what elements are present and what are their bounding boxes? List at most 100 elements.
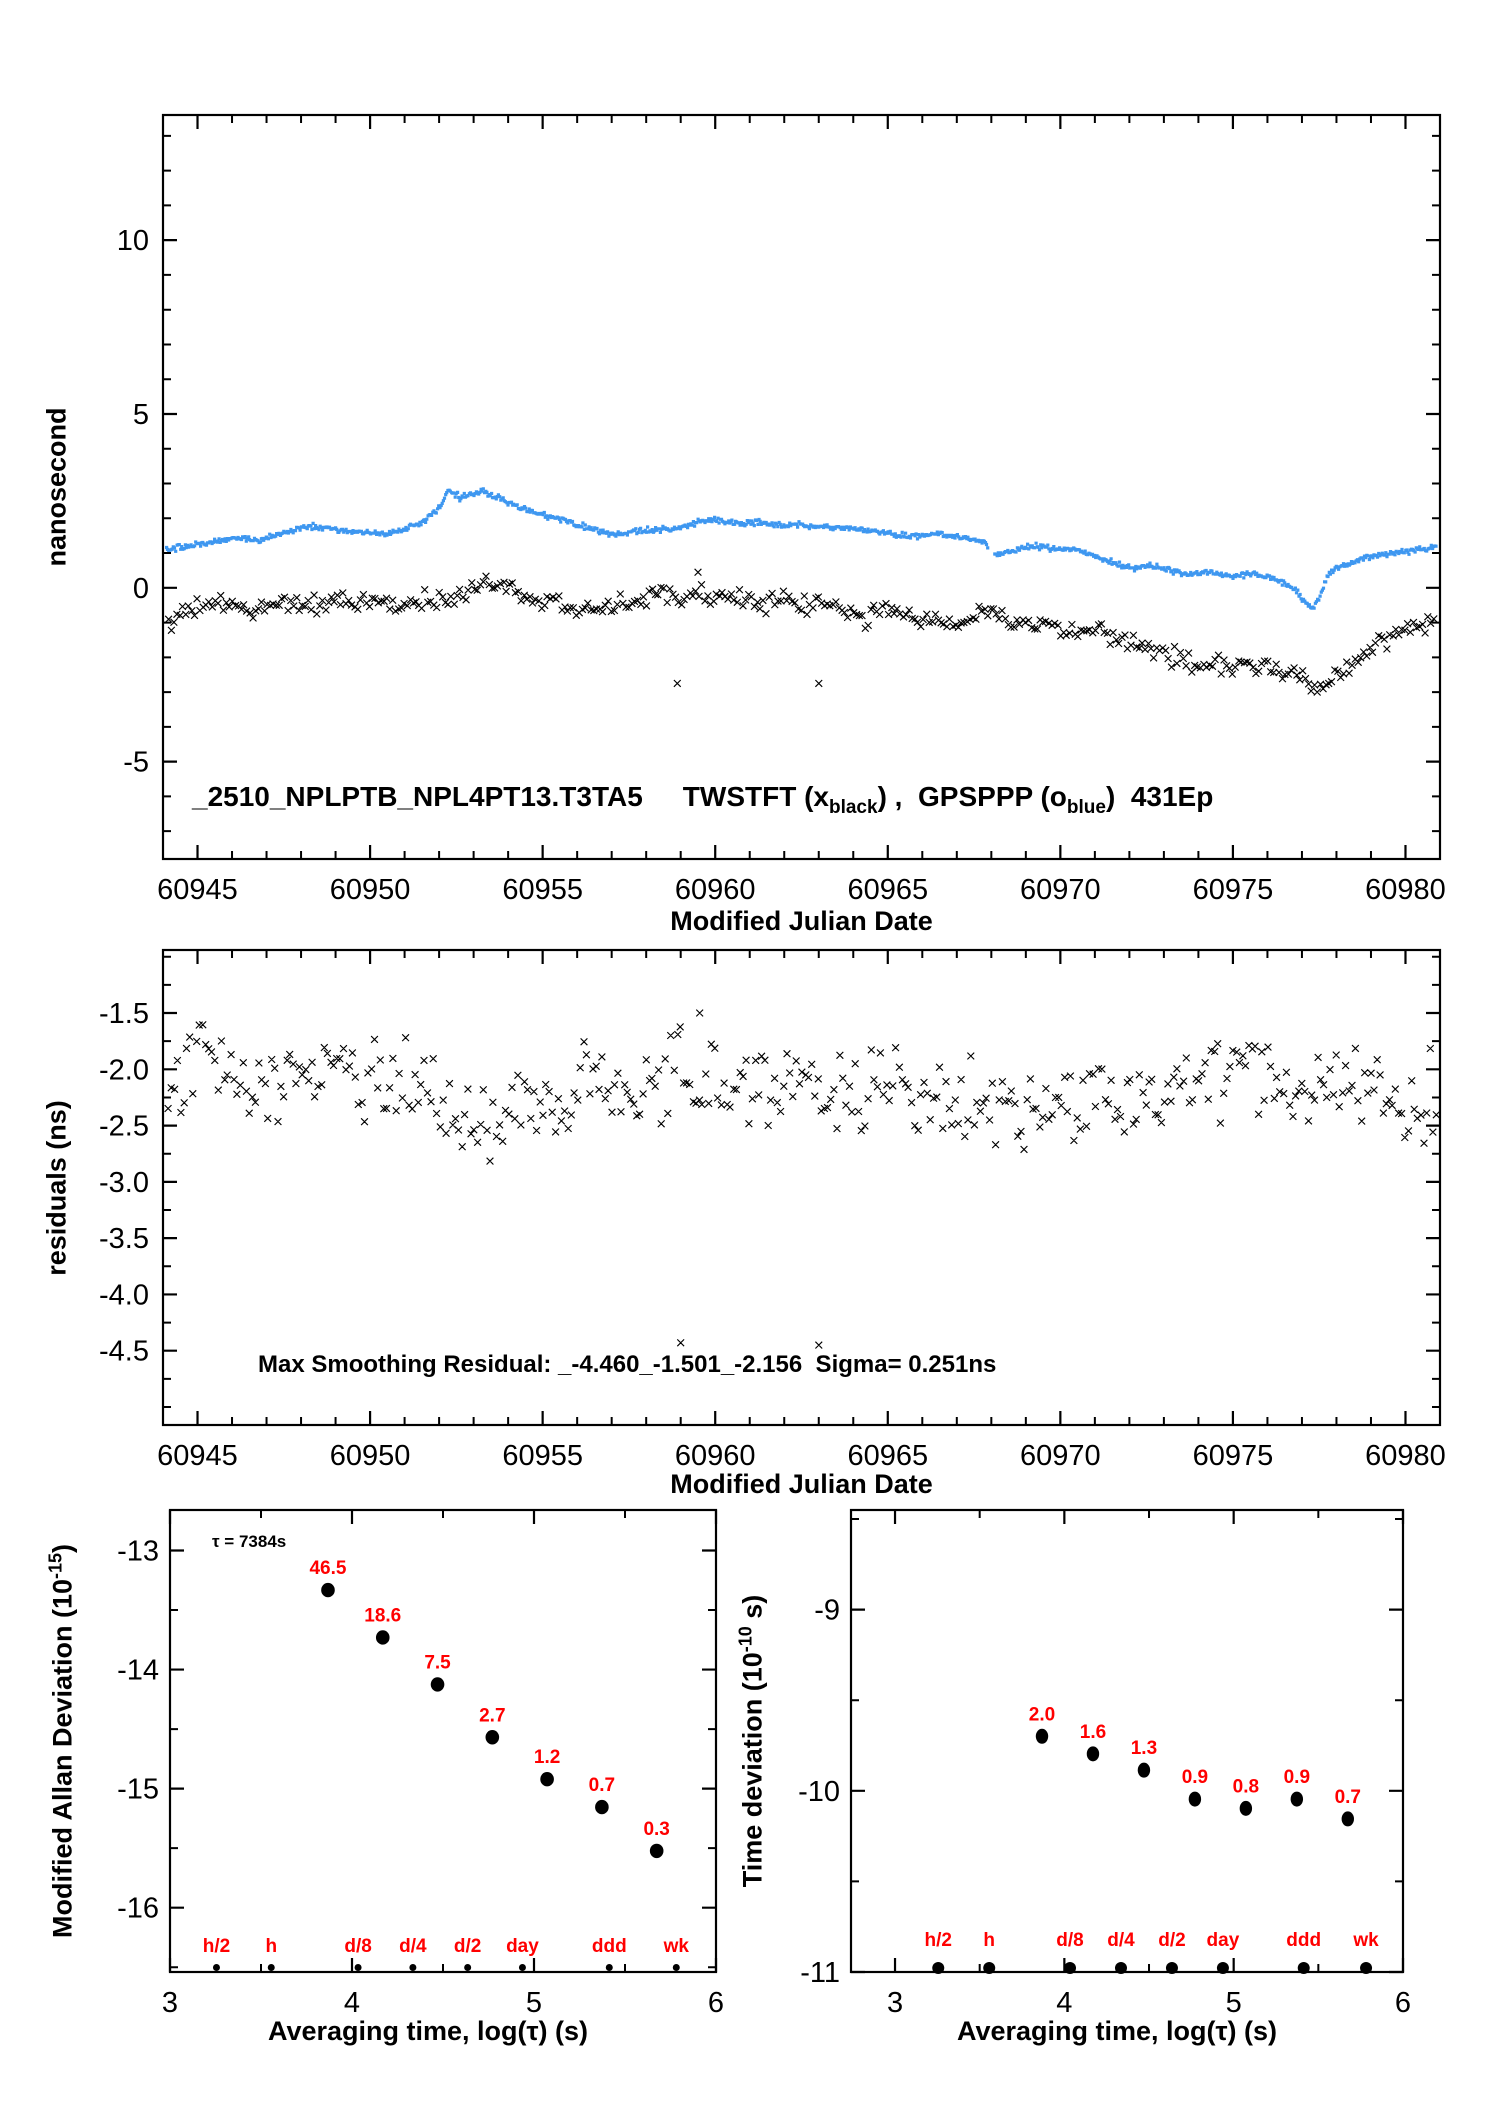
x-tick-label: 60975 (1193, 874, 1274, 906)
tau-marker-dot (1165, 1962, 1178, 1974)
x-tick-label: 60950 (330, 874, 411, 906)
residuals-chart: 60945 60950 60955 60960 60965 60970 60975 60980… (99, 948, 1446, 1472)
tau-marker-dot (932, 1962, 945, 1974)
y-tick-label: -4.5 (99, 1336, 149, 1368)
madev-ylabel-text: Modified Allan Deviation (10 (47, 1578, 78, 1939)
tau-note: τ = 7384s (212, 1532, 287, 1551)
y-tick-label: 5 (133, 399, 149, 431)
y-tick-label: -13 (117, 1535, 159, 1567)
tau-marker-label: d/2 (454, 1936, 481, 1957)
deviation-point (430, 1677, 445, 1692)
deviation-point (595, 1799, 609, 1815)
tdev-chart-xlabel: Averaging time, log(τ) (s) (956, 2016, 1278, 2046)
tau-marker-label: d/2 (1158, 1930, 1185, 1951)
tau-marker-label: h/2 (203, 1936, 230, 1957)
x-tick-label: 4 (1056, 1987, 1072, 2019)
madev-points (321, 1582, 664, 1859)
deviation-value-label: 0.7 (589, 1775, 615, 1796)
x-tick-label: 6 (1395, 1987, 1411, 2019)
tau-marker-dot (983, 1962, 996, 1974)
tau-marker-label: ddd (592, 1936, 627, 1957)
y-tick-label: -16 (117, 1893, 159, 1925)
deviation-value-label: 1.2 (534, 1747, 560, 1768)
x-tick-label: 60955 (502, 874, 583, 906)
deviation-value-label: 7.5 (424, 1652, 451, 1673)
gpsppp-series-markers (165, 487, 1438, 610)
deviation-point (1137, 1762, 1151, 1778)
tau-marker-dot (1360, 1962, 1373, 1974)
deviation-point (1290, 1791, 1304, 1807)
y-tick-label: 10 (117, 225, 149, 257)
major-ticks (851, 1510, 1405, 1974)
x-tick-label: 60980 (1365, 1440, 1446, 1472)
deviation-point (375, 1630, 390, 1645)
tau-marker-label: ddd (1286, 1930, 1321, 1951)
madev-value-labels: 46.5 18.6 7.5 2.7 1.2 0.7 0.3 (309, 1558, 669, 1840)
y-tick-label: -14 (117, 1655, 159, 1687)
tau-marker-label: d/8 (1056, 1930, 1083, 1951)
tau-marker-dots (932, 1962, 1373, 1974)
y-tick-label: -15 (117, 1774, 159, 1806)
tau-marker-dot (1114, 1962, 1127, 1974)
tau-marker-label: d/4 (1107, 1930, 1135, 1951)
tau-marker-label: d/4 (399, 1936, 427, 1957)
title-twstft-label: TWSTFT (x (682, 781, 829, 812)
tau-marker-dot (518, 1964, 526, 1971)
y-tick-labels: -9 -10 -11 (798, 1595, 840, 1989)
tau-marker-label: h (265, 1936, 277, 1957)
y-tick-label: -2.5 (99, 1111, 149, 1143)
tau-marker-label: d/8 (344, 1936, 371, 1957)
axes-box (168, 1508, 718, 1974)
title-black-subscript: black (828, 797, 878, 818)
deviation-point (1086, 1746, 1100, 1762)
deviation-value-label: 1.3 (1131, 1738, 1157, 1759)
x-tick-label: 3 (887, 1987, 903, 2019)
deviation-value-label: 1.6 (1080, 1722, 1106, 1743)
deviation-value-label: 2.7 (479, 1705, 505, 1726)
tau-marker-label: wk (663, 1936, 690, 1957)
major-ticks (163, 115, 1440, 859)
y-tick-labels: -5 0 5 10 (117, 225, 149, 778)
y-tick-label: -9 (814, 1595, 840, 1627)
y-tick-label: -5 (123, 747, 149, 779)
top-chart-ylabel: nanosecond (41, 407, 72, 567)
x-tick-label: 6 (708, 1987, 724, 2019)
x-tick-labels: 60945 60950 60955 60960 60965 60970 60975 60980 (157, 1440, 1446, 1472)
tdev-points (1035, 1728, 1355, 1827)
tau-marker-dot (1297, 1962, 1310, 1974)
tau-marker-dot (354, 1964, 362, 1971)
x-tick-labels: 3 4 5 6 (887, 1987, 1411, 2019)
minor-ticks (170, 1510, 716, 1972)
tau-marker-label: day (506, 1936, 539, 1957)
deviation-point (321, 1582, 335, 1598)
deviation-point (649, 1843, 664, 1859)
x-tick-label: 60975 (1193, 1440, 1274, 1472)
deviation-value-label: 18.6 (364, 1605, 401, 1626)
tau-marker-dot (212, 1964, 220, 1971)
tau-marker-dot (1216, 1962, 1229, 1974)
title-blue-subscript: blue (1066, 797, 1106, 818)
y-tick-label: -2.0 (99, 1054, 149, 1086)
minor-ticks (162, 115, 1441, 859)
tau-marker-dots (212, 1964, 680, 1971)
tdev-ylabel-close: s) (737, 1594, 768, 1627)
y-tick-label: -4.0 (99, 1279, 149, 1311)
tau-marker-dot (409, 1964, 417, 1971)
tau-marker-label: h (983, 1930, 995, 1951)
madev-ylabel-close: ) (47, 1543, 78, 1553)
deviation-value-label: 0.9 (1284, 1767, 1310, 1788)
tdev-value-labels: 2.0 1.6 1.3 0.9 0.8 0.9 0.7 (1029, 1704, 1361, 1808)
tau-marker-label: wk (1352, 1930, 1379, 1951)
x-tick-label: 60970 (1020, 874, 1101, 906)
y-tick-label: -3.0 (99, 1167, 149, 1199)
madev-ylabel-exponent: -15 (45, 1552, 66, 1579)
x-tick-label: 60960 (675, 1440, 756, 1472)
x-tick-label: 60945 (157, 874, 238, 906)
x-tick-label: 60955 (502, 1440, 583, 1472)
deviation-value-label: 0.7 (1335, 1787, 1361, 1808)
madev-chart-xlabel: Averaging time, log(τ) (s) (267, 2016, 589, 2046)
x-tick-label: 3 (162, 1987, 178, 2019)
deviation-value-label: 46.5 (309, 1558, 346, 1579)
deviation-value-label: 0.8 (1233, 1776, 1259, 1797)
